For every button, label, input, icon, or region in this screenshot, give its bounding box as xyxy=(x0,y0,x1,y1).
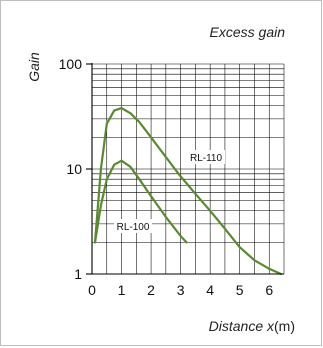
chart-title: Excess gain xyxy=(210,24,286,40)
y-tick-label: 10 xyxy=(66,161,82,177)
series-label-rl-110: RL-110 xyxy=(190,153,222,164)
series-label-background xyxy=(114,219,152,233)
x-axis-label-unit: (m) xyxy=(274,318,295,334)
y-axis-label: Gain xyxy=(26,52,42,82)
x-axis-label: Distance x(m) xyxy=(209,318,295,334)
x-tick-label: 0 xyxy=(88,282,96,298)
series-layer: RL-110 RL-100 xyxy=(93,106,283,276)
series-label-background xyxy=(187,150,225,164)
x-tick-label: 3 xyxy=(177,282,185,298)
series-line-rl-100 xyxy=(93,159,188,244)
series-line-rl-110 xyxy=(93,106,283,276)
x-axis-label-var: x xyxy=(266,318,275,334)
y-tick-label: 1 xyxy=(74,266,82,282)
x-tick-label: 2 xyxy=(147,282,155,298)
y-tick-label: 100 xyxy=(59,56,83,72)
x-tick-label: 4 xyxy=(206,282,214,298)
x-axis-label-prefix: Distance xyxy=(209,318,267,334)
x-tick-label: 1 xyxy=(118,282,126,298)
axes xyxy=(86,63,284,275)
series-label-rl-100: RL-100 xyxy=(117,222,150,233)
grid xyxy=(91,63,285,275)
x-tick-label: 6 xyxy=(265,282,273,298)
x-tick-label: 5 xyxy=(236,282,244,298)
